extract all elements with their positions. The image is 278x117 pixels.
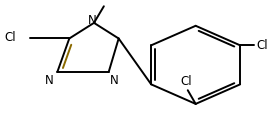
Text: Cl: Cl [180,75,192,88]
Text: Cl: Cl [4,31,16,44]
Text: N: N [45,74,53,87]
Text: N: N [110,74,118,87]
Text: N: N [88,14,96,27]
Text: Cl: Cl [256,39,267,52]
